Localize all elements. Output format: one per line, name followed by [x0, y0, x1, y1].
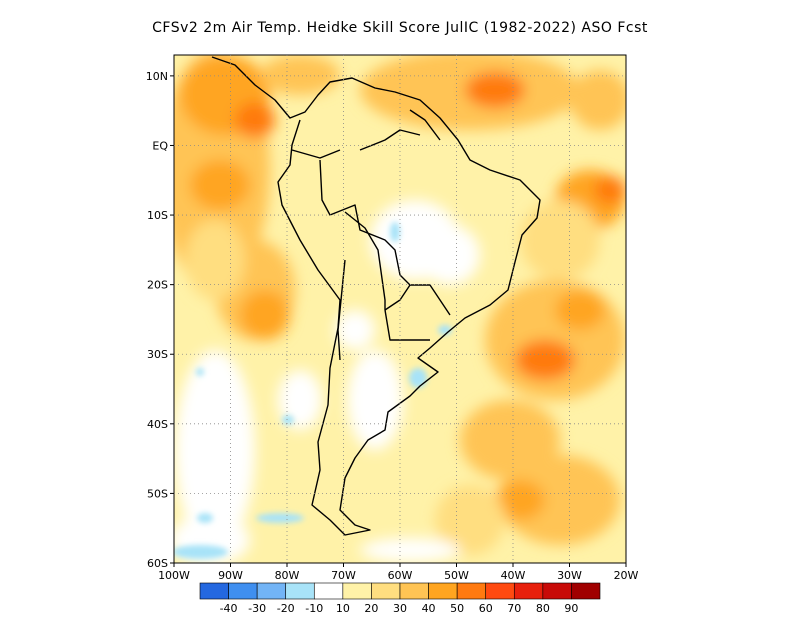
lon-tick-label: 60W — [388, 569, 413, 582]
colorbar-label: 80 — [536, 602, 550, 615]
colorbar-swatch — [485, 582, 515, 600]
gridlines — [174, 55, 626, 563]
map-field — [174, 55, 626, 563]
colorbar-swatch — [342, 582, 372, 600]
colorbar-label: 40 — [422, 602, 436, 615]
colorbar-swatch — [399, 582, 429, 600]
lat-tick-label: 40S — [147, 418, 168, 431]
colorbar-label: 50 — [450, 602, 464, 615]
lon-tick-label: 20W — [614, 569, 639, 582]
colorbar-label: 20 — [364, 602, 378, 615]
colorbar-swatch — [456, 582, 487, 600]
lat-tick-label: 10S — [147, 209, 168, 222]
colorbar-swatch — [371, 582, 401, 600]
colorbar-swatch — [199, 582, 229, 600]
colorbar-swatch — [571, 582, 601, 600]
lat-tick-label: 10N — [146, 70, 168, 83]
lat-tick-label: 30S — [147, 348, 168, 361]
lat-tick-label: EQ — [152, 139, 168, 152]
lat-tick-label: 20S — [147, 279, 168, 292]
colorbar-swatch — [228, 582, 258, 600]
longitude-axis: 100W 90W 80W 70W 60W 50W 40W 30W 20W — [158, 563, 639, 582]
lon-tick-label: 100W — [158, 569, 190, 582]
colorbar-label: 70 — [507, 602, 521, 615]
colorbar-swatch — [428, 582, 458, 600]
colorbar-swatch — [513, 582, 544, 600]
colorbar-label: 90 — [564, 602, 578, 615]
colorbar-label: -30 — [248, 602, 266, 615]
lon-tick-label: 40W — [501, 569, 526, 582]
lon-tick-label: 90W — [218, 569, 243, 582]
lat-tick-label: 50S — [147, 487, 168, 500]
colorbar-swatch — [256, 582, 287, 600]
colorbar-label: -10 — [305, 602, 323, 615]
lon-tick-label: 30W — [557, 569, 582, 582]
lon-tick-label: 80W — [275, 569, 300, 582]
colorbar-label: -20 — [277, 602, 295, 615]
colorbar-swatch — [542, 582, 572, 600]
map-title: CFSv2 2m Air Temp. Heidke Skill Score Ju… — [152, 20, 648, 36]
colorbar-label: 60 — [479, 602, 493, 615]
lon-tick-label: 50W — [444, 569, 469, 582]
colorbar-label: -40 — [220, 602, 238, 615]
colorbar-label: 10 — [336, 602, 350, 615]
colorbar-swatch — [313, 582, 344, 600]
colorbar: -40 -30 -20 -10 10 20 30 40 50 60 70 80 90 — [199, 582, 601, 615]
coastlines — [211, 56, 541, 536]
latitude-axis: 10N EQ 10S 20S 30S 40S 50S 60S — [146, 70, 174, 570]
lon-tick-label: 70W — [331, 569, 356, 582]
colorbar-label: 30 — [393, 602, 407, 615]
lat-tick-label: 60S — [147, 557, 168, 570]
colorbar-swatch — [285, 582, 315, 600]
